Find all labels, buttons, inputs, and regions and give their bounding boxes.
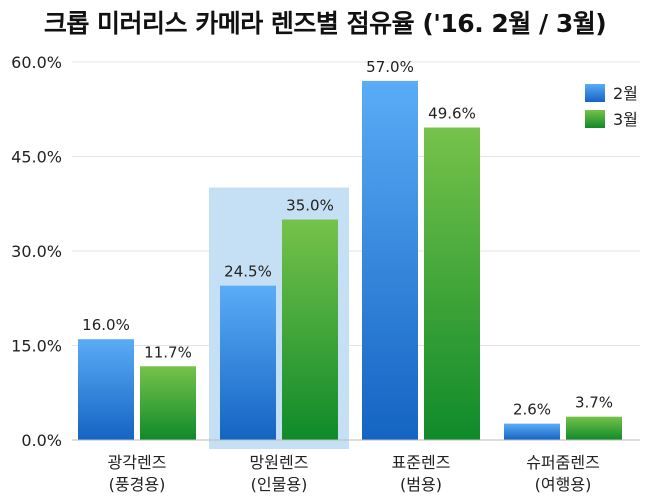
bar-feb-0 (78, 339, 134, 440)
data-label: 16.0% (82, 316, 130, 334)
data-label: 49.6% (428, 105, 476, 123)
bar-feb-3 (504, 423, 560, 440)
data-label: 11.7% (144, 343, 192, 361)
category-label: (범용) (400, 475, 442, 494)
data-label: 3.7% (575, 394, 613, 412)
y-tick-label: 15.0% (11, 337, 62, 356)
bar-mar-2 (424, 127, 480, 441)
category-label: 표준렌즈 (392, 453, 451, 472)
legend-label: 3월 (613, 110, 638, 129)
data-label: 57.0% (366, 58, 414, 76)
bar-feb-2 (362, 80, 418, 441)
data-label: 2.6% (513, 401, 551, 419)
bar-feb-1 (220, 285, 276, 440)
legend-swatch-feb (585, 84, 605, 102)
category-label: 광각렌즈 (108, 453, 167, 472)
bar-mar-1 (282, 219, 338, 440)
bar-mar-3 (566, 416, 622, 440)
legend-label: 2월 (613, 84, 638, 103)
y-tick-label: 60.0% (11, 53, 62, 72)
data-label: 24.5% (224, 263, 272, 281)
chart-title: 크롭 미러리스 카메라 렌즈별 점유율 ('16. 2월 / 3월) (43, 9, 607, 38)
y-tick-label: 30.0% (11, 242, 62, 261)
y-tick-label: 45.0% (11, 148, 62, 167)
y-tick-label: 0.0% (21, 431, 62, 450)
bar-mar-0 (140, 366, 196, 440)
data-label: 35.0% (286, 197, 334, 215)
category-label: (인물용) (251, 475, 308, 494)
category-label: (여행용) (535, 475, 592, 494)
category-label: (풍경용) (109, 475, 166, 494)
legend-swatch-mar (585, 110, 605, 128)
category-label: 망원렌즈 (250, 453, 309, 472)
category-label: 슈퍼줌렌즈 (526, 453, 600, 472)
